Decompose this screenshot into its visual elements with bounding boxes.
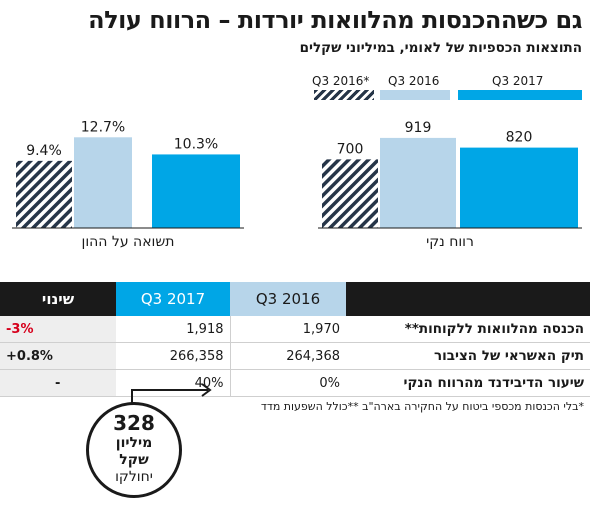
header-change: שינוי bbox=[0, 282, 116, 316]
callout-line-3: יחולקו bbox=[115, 469, 153, 485]
callout-line-2: שקל bbox=[119, 452, 149, 468]
bar-1-0 bbox=[322, 159, 378, 228]
q3-2016-cell: 0% bbox=[229, 369, 346, 397]
bar-1-1 bbox=[380, 137, 456, 228]
callout-arrow-icon bbox=[131, 383, 212, 406]
value-label-0-2: 10.3% bbox=[174, 136, 218, 152]
value-label-0-1: 12.7% bbox=[81, 119, 125, 135]
dividend-callout: 328 מיליון שקל יחולקו bbox=[86, 402, 182, 498]
row-label: תיק האשראי של הציבור bbox=[346, 342, 590, 370]
legend-label-q3-2017: Q3 2017 bbox=[492, 74, 544, 88]
roe-chart: 9.4% 12.7% 10.3% תשואה על ההון bbox=[12, 119, 244, 250]
row-label: הכנסה מהלוואות ללקוחות** bbox=[346, 316, 590, 343]
bar-0-0 bbox=[16, 160, 72, 228]
chart-subtitle: התוצאות הכספיות של לאומי, במיליוני שקלים bbox=[299, 40, 582, 56]
bar-0-1 bbox=[74, 137, 132, 228]
value-label-1-1: 919 bbox=[405, 120, 432, 136]
legend-swatch-q3-2017 bbox=[458, 90, 582, 100]
legend: Q3 2017 Q3 2016 Q3 2016* bbox=[0, 74, 590, 100]
change-cell: - bbox=[0, 369, 117, 397]
q3-2016-cell: 1,970 bbox=[229, 316, 346, 343]
q3-2016-cell: 264,368 bbox=[229, 342, 346, 370]
table-header-row: שינוי Q3 2017 Q3 2016 bbox=[0, 282, 590, 316]
callout-line-1: מיליון bbox=[115, 435, 153, 451]
row-label: שיעור הדיבידנד מהרווח הנקי bbox=[346, 369, 590, 397]
table-row: +0.8% 266,358 264,368 תיק האשראי של הציב… bbox=[0, 342, 590, 370]
bar-1-2 bbox=[460, 147, 578, 228]
change-cell: -3% bbox=[0, 316, 117, 343]
change-cell: +0.8% bbox=[0, 342, 117, 370]
table-row: -3% 1,918 1,970 הכנסה מהלוואות ללקוחות** bbox=[0, 316, 590, 343]
q3-2017-cell: 40% bbox=[115, 369, 230, 397]
results-table: שינוי Q3 2017 Q3 2016 -3% 1,918 1,970 הכ… bbox=[0, 282, 590, 397]
legend-swatch-q3-2016-adj bbox=[314, 90, 374, 100]
legend-swatch-q3-2016 bbox=[380, 90, 450, 100]
value-label-1-2: 820 bbox=[506, 130, 533, 146]
table-row: - 40% 0% שיעור הדיבידנד מהרווח הנקי bbox=[0, 369, 590, 397]
legend-label-q3-2016-adj: Q3 2016* bbox=[312, 74, 370, 88]
legend-label-q3-2016: Q3 2016 bbox=[388, 74, 440, 88]
header-q3-2016: Q3 2016 bbox=[230, 282, 346, 316]
chart-title: גם כשההכנסות מהלוואות יורדות – הרווח עול… bbox=[88, 6, 582, 34]
q3-2017-cell: 1,918 bbox=[115, 316, 230, 343]
callout-value: 328 bbox=[113, 411, 155, 435]
x-label-0: תשואה על ההון bbox=[82, 234, 175, 250]
header-q3-2017: Q3 2017 bbox=[116, 282, 230, 316]
value-label-0-0: 9.4% bbox=[26, 143, 62, 159]
net-profit-chart: 700 919 820 רווח נקי bbox=[318, 120, 582, 250]
bar-charts: 9.4% 12.7% 10.3% תשואה על ההון 700 919 820 רוו… bbox=[12, 119, 582, 250]
value-label-1-0: 700 bbox=[337, 141, 364, 157]
q3-2017-cell: 266,358 bbox=[115, 342, 230, 370]
x-label-1: רווח נקי bbox=[426, 234, 474, 250]
header-blank bbox=[346, 282, 590, 316]
footnote: *בלי הכנסות מכספי ביטוח על החקירה בארה"ב… bbox=[260, 400, 584, 413]
bar-0-2 bbox=[152, 154, 240, 228]
